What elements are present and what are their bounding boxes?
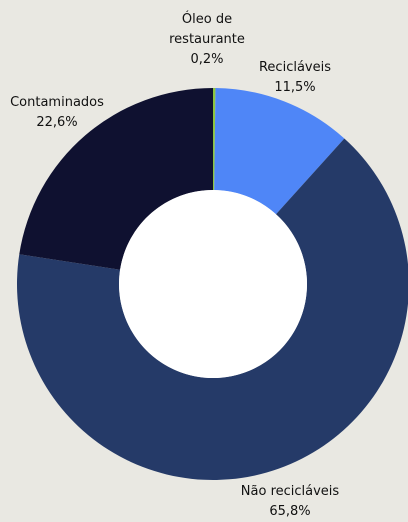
page: (() => { const data = JSON.parse(documen… [0,0,408,517]
category-name: Contaminados [0,93,117,113]
donut-hole [119,190,307,378]
category-name: Recicláveis [235,58,355,78]
value-label: 65,8% [220,502,360,522]
category-name: Óleo de restaurante [157,10,257,50]
value-label: 22,6% [0,113,117,133]
category-name: Não recicláveis [220,482,360,502]
value-label: 11,5% [235,78,355,98]
